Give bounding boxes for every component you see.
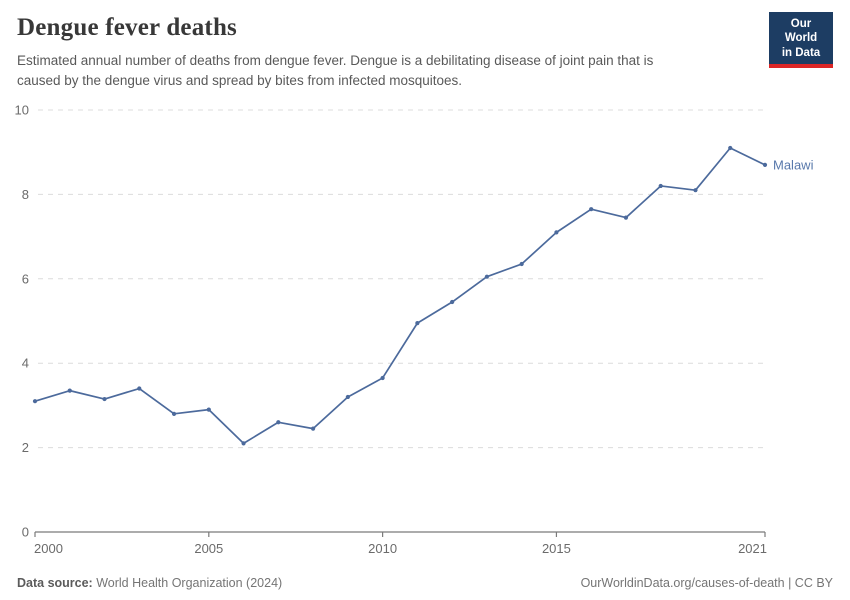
data-point-2005 <box>206 407 211 412</box>
x-tick-label-2010: 2010 <box>368 541 397 556</box>
x-tick-label-2000: 2000 <box>34 541 63 556</box>
subtitle-line-1: Estimated annual number of deaths from d… <box>17 53 654 68</box>
data-point-2019 <box>693 188 698 193</box>
credit-link[interactable]: OurWorldinData.org/causes-of-death | CC … <box>580 576 833 590</box>
data-point-2020 <box>728 145 733 151</box>
x-tick-label-2021: 2021 <box>738 541 767 556</box>
x-tick-label-2015: 2015 <box>542 541 571 556</box>
y-tick-label-8: 8 <box>22 187 29 202</box>
y-tick-label-2: 2 <box>22 440 29 455</box>
owid-logo-line-2: in Data <box>781 46 821 59</box>
owid-logo-line-1: Our World <box>784 18 818 45</box>
data-point-2007 <box>276 420 281 425</box>
data-point-2008 <box>310 426 316 431</box>
owid-logo[interactable]: Our World in Data <box>769 12 833 69</box>
chart-footer: Data source: World Health Organization (… <box>17 576 833 590</box>
data-point-2021 <box>762 162 768 167</box>
data-point-2002 <box>102 396 107 402</box>
data-point-2014 <box>519 261 524 267</box>
y-tick-label-10: 10 <box>15 103 29 118</box>
line-chart: 0 2 4 6 8 10 2000 2005 2010 2015 2021 Malawi <box>15 103 814 557</box>
data-point-2017 <box>623 215 629 220</box>
data-point-2006 <box>241 441 246 446</box>
chart-subtitle: Estimated annual number of deaths from d… <box>17 51 750 90</box>
subtitle-line-2: caused by the dengue virus and spread by… <box>17 72 463 88</box>
series-line-malawi <box>34 147 766 445</box>
data-source-label: Data source: <box>17 576 93 590</box>
data-point-2000 <box>32 399 38 404</box>
data-point-2018 <box>658 183 663 189</box>
y-tick-label-0: 0 <box>22 525 29 540</box>
y-tick-label-4: 4 <box>22 356 29 371</box>
chart-header: Dengue fever deaths Estimated annual num… <box>17 14 750 90</box>
data-point-2003 <box>137 386 142 391</box>
data-source-value: World Health Organization (2024) <box>92 576 283 590</box>
data-source: Data source: World Health Organization (… <box>17 576 282 590</box>
data-point-2010 <box>380 375 385 381</box>
data-point-2009 <box>345 394 350 400</box>
data-point-2004 <box>171 411 177 416</box>
data-point-2015 <box>554 230 559 235</box>
entity-label-malawi[interactable]: Malawi <box>773 157 814 172</box>
x-tick-label-2005: 2005 <box>194 541 223 556</box>
page-title: Dengue fever deaths <box>17 14 237 41</box>
data-point-2013 <box>484 274 490 279</box>
data-point-2011 <box>415 321 420 326</box>
data-point-2012 <box>450 299 455 305</box>
data-point-2001 <box>67 388 72 393</box>
y-tick-label-6: 6 <box>22 271 29 286</box>
data-point-2016 <box>589 207 594 212</box>
